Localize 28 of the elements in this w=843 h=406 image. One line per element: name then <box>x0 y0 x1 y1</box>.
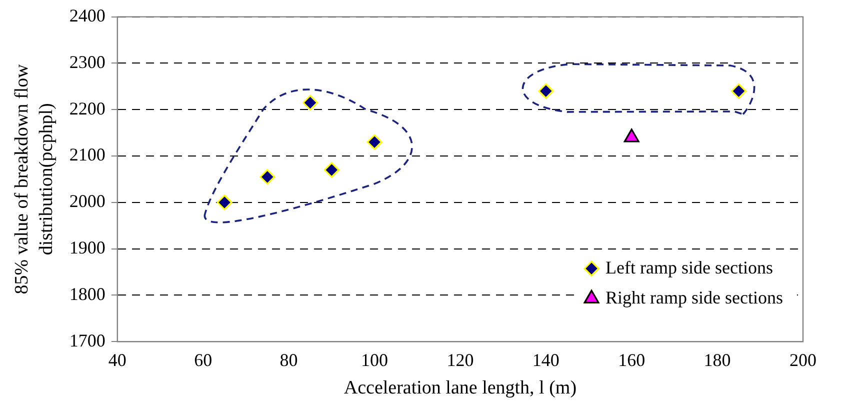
legend-label: Left ramp side sections <box>606 257 773 278</box>
x-axis-title: Acceleration lane length, l (m) <box>344 378 577 399</box>
y-tick-label: 2400 <box>69 6 106 26</box>
x-tick-label: 80 <box>280 350 298 370</box>
legend-label: Right ramp side sections <box>606 287 784 308</box>
x-tick-label: 40 <box>108 350 126 370</box>
y-tick-label: 2100 <box>69 144 106 165</box>
point <box>730 83 747 99</box>
point <box>324 162 340 178</box>
x-tick-label: 160 <box>618 350 646 370</box>
point <box>216 194 232 210</box>
y-tick-label: 1700 <box>69 330 106 350</box>
y-tick-label: 2200 <box>69 98 106 118</box>
x-tick-label: 120 <box>446 350 474 370</box>
x-tick-label: 100 <box>361 350 388 370</box>
y-tick-label: 2000 <box>69 191 106 212</box>
x-tick-label: 60 <box>194 350 212 370</box>
y-axis-title: 85% value of breakdown flow distribution(pcphpl) <box>11 64 58 294</box>
point <box>260 169 276 185</box>
x-tick-label: 180 <box>704 350 731 370</box>
y-tick-label: 2300 <box>69 52 106 72</box>
point <box>302 94 318 110</box>
y-tick-label: 1900 <box>69 238 106 258</box>
point <box>366 134 382 150</box>
point <box>538 83 554 99</box>
x-tick-label: 200 <box>790 350 816 370</box>
y-tick-label: 1800 <box>69 284 106 304</box>
x-tick-label: 140 <box>532 350 560 370</box>
